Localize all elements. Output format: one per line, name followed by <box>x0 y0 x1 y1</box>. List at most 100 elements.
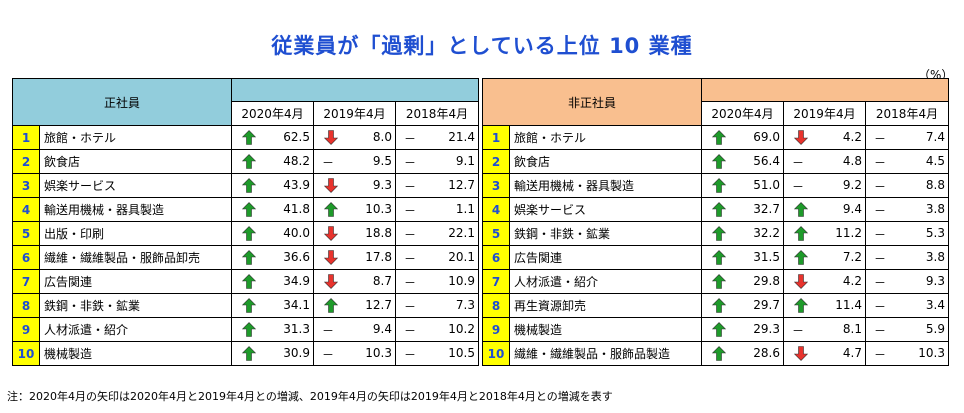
value-v2020: 34.9 <box>283 274 310 288</box>
value-v2019: 12.7 <box>365 298 392 312</box>
rank-number: 2 <box>482 149 510 174</box>
value-v2018: 22.1 <box>448 226 475 240</box>
dash-mark: － <box>322 156 335 170</box>
value-v2018: 10.2 <box>448 322 475 336</box>
table-row: 10 機械製造 30.9 － 10.3 － 10.5 <box>12 341 479 366</box>
arrow-up-icon <box>712 298 726 313</box>
value-cell-v2018: － 22.1 <box>395 221 479 246</box>
value-v2020: 51.0 <box>753 178 780 192</box>
rank-number: 7 <box>12 269 40 294</box>
value-cell-v2019: 4.2 <box>783 269 866 294</box>
industry-name: 輸送用機械・器具製造 <box>39 197 232 222</box>
value-cell-v2018: － 9.1 <box>395 149 479 174</box>
arrow-up-icon <box>242 346 256 361</box>
arrow-down-icon <box>324 178 338 193</box>
value-v2019: 7.2 <box>842 250 862 264</box>
table-row: 8 再生資源卸売 29.7 11.4 － 3.4 <box>482 293 949 318</box>
rank-number: 10 <box>482 341 510 366</box>
value-v2019: 17.8 <box>365 250 392 264</box>
header-nonregular-band <box>701 78 949 102</box>
arrow-up-icon <box>324 298 338 313</box>
arrow-up-icon <box>242 130 256 145</box>
arrow-down-icon <box>324 226 338 241</box>
dash-mark: － <box>874 204 887 218</box>
value-v2019: 9.2 <box>842 178 862 192</box>
arrow-up-icon <box>242 250 256 265</box>
table-row: 10 繊維・繊維製品・服飾品製造 28.6 4.7 － 10.3 <box>482 341 949 366</box>
industry-name: 旅館・ホテル <box>39 125 232 150</box>
col-2018: 2018年4月 <box>865 101 949 126</box>
value-cell-v2018: － 1.1 <box>395 197 479 222</box>
value-cell-v2018: － 7.3 <box>395 293 479 318</box>
value-cell-v2020: 34.1 <box>231 293 314 318</box>
dash-mark: － <box>404 276 417 290</box>
arrow-down-icon <box>794 130 808 145</box>
industry-name: 娯楽サービス <box>39 173 232 198</box>
col-2018: 2018年4月 <box>395 101 479 126</box>
table-row: 1 旅館・ホテル 69.0 4.2 － 7.4 <box>482 125 949 150</box>
value-cell-v2020: 34.9 <box>231 269 314 294</box>
value-cell-v2019: 4.2 <box>783 125 866 150</box>
value-cell-v2020: 69.0 <box>701 125 784 150</box>
value-cell-v2019: 17.8 <box>313 245 396 270</box>
industry-name: 鉄鋼・非鉄・鉱業 <box>509 221 702 246</box>
value-cell-v2018: － 10.5 <box>395 341 479 366</box>
value-cell-v2020: 43.9 <box>231 173 314 198</box>
industry-name: 鉄鋼・非鉄・鉱業 <box>39 293 232 318</box>
header-nonregular: 非正社員 <box>482 78 702 126</box>
value-v2019: 8.0 <box>372 130 392 144</box>
table-row: 3 娯楽サービス 43.9 9.3 － 12.7 <box>12 173 479 198</box>
value-v2020: 40.0 <box>283 226 310 240</box>
value-v2020: 32.7 <box>753 202 780 216</box>
industry-name: 人材派遣・紹介 <box>39 317 232 342</box>
industry-name: 繊維・繊維製品・服飾品卸売 <box>39 245 232 270</box>
value-cell-v2018: － 3.8 <box>865 245 949 270</box>
value-v2019: 4.7 <box>842 346 862 360</box>
dash-mark: － <box>404 324 417 338</box>
value-v2019: 4.2 <box>842 130 862 144</box>
arrow-down-icon <box>794 274 808 289</box>
value-v2018: 21.4 <box>448 130 475 144</box>
value-v2018: 3.8 <box>925 202 945 216</box>
dash-mark: － <box>404 228 417 242</box>
value-cell-v2019: － 9.4 <box>313 317 396 342</box>
value-v2019: 10.3 <box>365 202 392 216</box>
rank-number: 10 <box>12 341 40 366</box>
col-2020: 2020年4月 <box>231 101 314 126</box>
industry-name: 飲食店 <box>509 149 702 174</box>
value-v2020: 30.9 <box>283 346 310 360</box>
value-cell-v2020: 31.3 <box>231 317 314 342</box>
value-cell-v2019: 8.7 <box>313 269 396 294</box>
value-v2018: 4.5 <box>925 154 945 168</box>
arrow-up-icon <box>712 250 726 265</box>
value-cell-v2019: － 9.5 <box>313 149 396 174</box>
arrow-down-icon <box>324 130 338 145</box>
value-v2020: 56.4 <box>753 154 780 168</box>
arrow-up-icon <box>794 298 808 313</box>
value-v2019: 9.4 <box>842 202 862 216</box>
dash-mark: － <box>792 180 805 194</box>
col-2019: 2019年4月 <box>313 101 396 126</box>
value-v2019: 9.4 <box>372 322 392 336</box>
value-cell-v2019: 18.8 <box>313 221 396 246</box>
rank-number: 6 <box>482 245 510 270</box>
industry-name: 出版・印刷 <box>39 221 232 246</box>
value-cell-v2018: － 10.2 <box>395 317 479 342</box>
arrow-up-icon <box>324 202 338 217</box>
arrow-up-icon <box>794 250 808 265</box>
value-v2020: 62.5 <box>283 130 310 144</box>
dash-mark: － <box>322 348 335 362</box>
value-cell-v2018: － 5.9 <box>865 317 949 342</box>
industry-name: 人材派遣・紹介 <box>509 269 702 294</box>
dash-mark: － <box>404 204 417 218</box>
value-cell-v2018: － 9.3 <box>865 269 949 294</box>
dash-mark: － <box>404 348 417 362</box>
arrow-down-icon <box>324 274 338 289</box>
industry-name: 機械製造 <box>509 317 702 342</box>
table-row: 5 鉄鋼・非鉄・鉱業 32.2 11.2 － 5.3 <box>482 221 949 246</box>
value-cell-v2020: 29.3 <box>701 317 784 342</box>
arrow-up-icon <box>712 130 726 145</box>
value-v2018: 5.3 <box>925 226 945 240</box>
value-v2020: 69.0 <box>753 130 780 144</box>
footnote: 注：2020年4月の矢印は2020年4月と2019年4月との増減、2019年4月… <box>7 390 613 403</box>
